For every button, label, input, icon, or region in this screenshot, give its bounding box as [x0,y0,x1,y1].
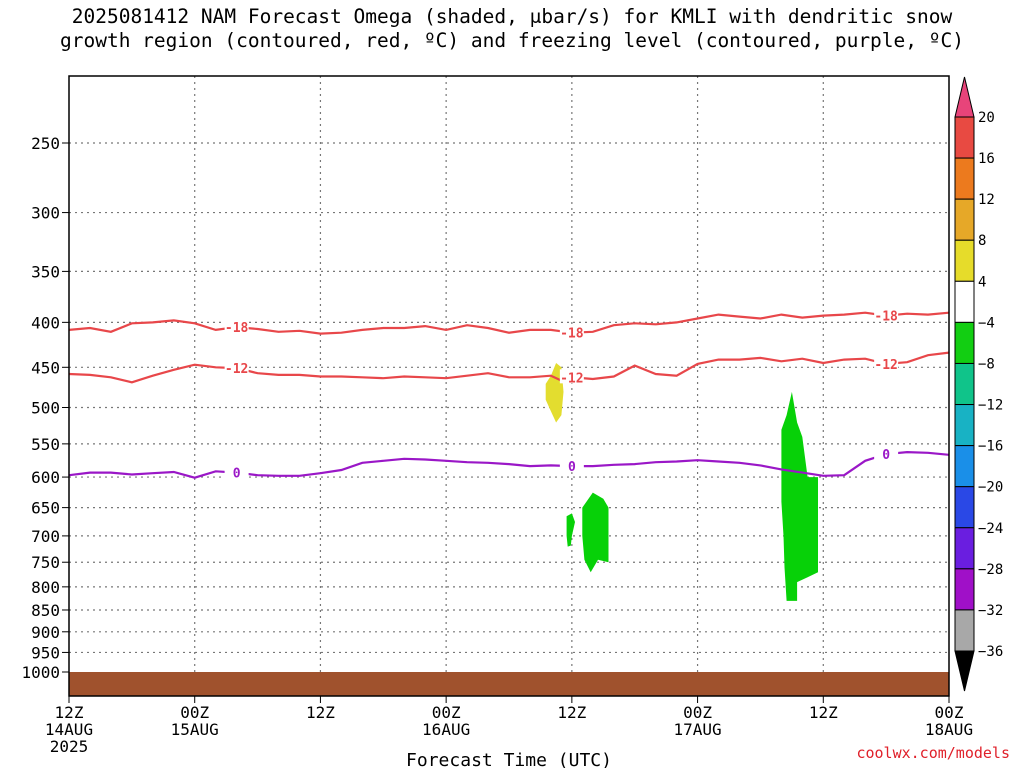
colorbar-segment [954,116,975,159]
colorbar-segment [954,198,975,241]
x-tick-label: 00Z [432,703,461,722]
x-tick-label: 17AUG [673,720,721,739]
contour-label: 0 [568,460,576,475]
colorbar-label: 16 [978,151,995,167]
ground-area [69,672,949,696]
omega-region [582,492,609,573]
colorbar-segment [954,321,975,364]
contour-label-bg [559,458,584,473]
omega-region [566,513,575,547]
colorbar-label: −8 [978,356,995,372]
colorbar-segment [954,362,975,406]
y-tick-label: 500 [31,399,60,418]
colorbar-label: 8 [978,233,986,249]
colorbar-label: −4 [978,315,995,331]
colorbar-label: −20 [978,480,1003,496]
contour-label-bg [874,446,899,461]
contour-label-bg [224,360,249,375]
y-tick-label: 850 [31,601,60,620]
contour-label-bg [559,324,584,339]
contour-label: 0 [882,448,890,463]
contour-label: -18 [874,310,898,325]
colorbar-segment [954,239,975,282]
y-tick-label: 550 [31,435,60,454]
colorbar-label: −12 [978,398,1003,414]
contour-label: -12 [225,362,248,377]
omega-region [781,391,818,601]
contour-label-bg [224,319,249,334]
y-tick-label: 700 [31,527,60,546]
y-tick-label: 1000 [21,663,60,682]
colorbar-segment [954,568,975,611]
x-tick-label: 15AUG [171,720,219,739]
colorbar-label: 4 [978,274,986,290]
colorbar-segment [954,404,975,447]
contour-line [69,450,949,479]
y-tick-label: 300 [31,204,60,223]
y-tick-label: 900 [31,623,60,642]
x-tick-label: 2025 [50,737,89,756]
y-tick-label: 250 [31,134,60,153]
colorbar-segment [954,527,975,570]
x-tick-label: 16AUG [422,720,470,739]
contour-label-bg [559,369,584,384]
colorbar-label: −16 [978,439,1003,455]
contour-line [69,311,949,335]
colorbar-label: 20 [978,110,995,126]
contour-label: -18 [225,321,249,336]
colorbar-segment [954,609,975,652]
omega-region [545,363,564,423]
y-tick-label: 400 [31,313,60,332]
y-tick-label: 950 [31,643,60,662]
chart-title-line2: growth region (contoured, red, ºC) and f… [60,29,964,52]
x-tick-label: 12Z [55,703,84,722]
x-tick-label: 00Z [180,703,209,722]
colorbar-label: −24 [978,521,1003,537]
y-tick-label: 800 [31,578,60,597]
contour-line [69,351,949,384]
x-tick-label: 12Z [809,703,838,722]
plot-frame [68,75,950,697]
contour-label: -18 [560,327,584,342]
chart-title-line1: 2025081412 NAM Forecast Omega (shaded, μ… [71,5,953,28]
colorbar-label: −36 [978,644,1003,660]
colorbar-segment [954,445,975,488]
contour-label: 0 [233,467,241,482]
colorbar-arrow-bottom [954,650,975,692]
contour-label: -12 [874,358,897,373]
colorbar-label: 12 [978,192,995,208]
contour-label-bg [224,464,249,479]
x-tick-label: 14AUG [45,720,93,739]
x-tick-label: 18AUG [925,720,973,739]
credit-text: coolwx.com/models [856,744,1010,762]
colorbar-label: −32 [978,603,1003,619]
contour-label-bg [874,307,899,322]
y-tick-label: 600 [31,468,60,487]
colorbar-segment [954,486,975,529]
x-tick-label: 12Z [306,703,335,722]
colorbar-segment [954,280,975,323]
x-tick-label: 12Z [557,703,586,722]
x-tick-label: 00Z [683,703,712,722]
y-tick-label: 450 [31,358,60,377]
colorbar-arrow-top [954,76,975,118]
contour-label: -12 [560,371,583,386]
y-tick-label: 750 [31,553,60,572]
y-tick-label: 350 [31,262,60,281]
x-tick-label: 00Z [935,703,964,722]
x-axis-title: Forecast Time (UTC) [406,750,612,768]
colorbar-segment [954,157,975,200]
contour-label-bg [874,355,899,370]
colorbar-label: −28 [978,562,1003,578]
y-tick-label: 650 [31,499,60,518]
